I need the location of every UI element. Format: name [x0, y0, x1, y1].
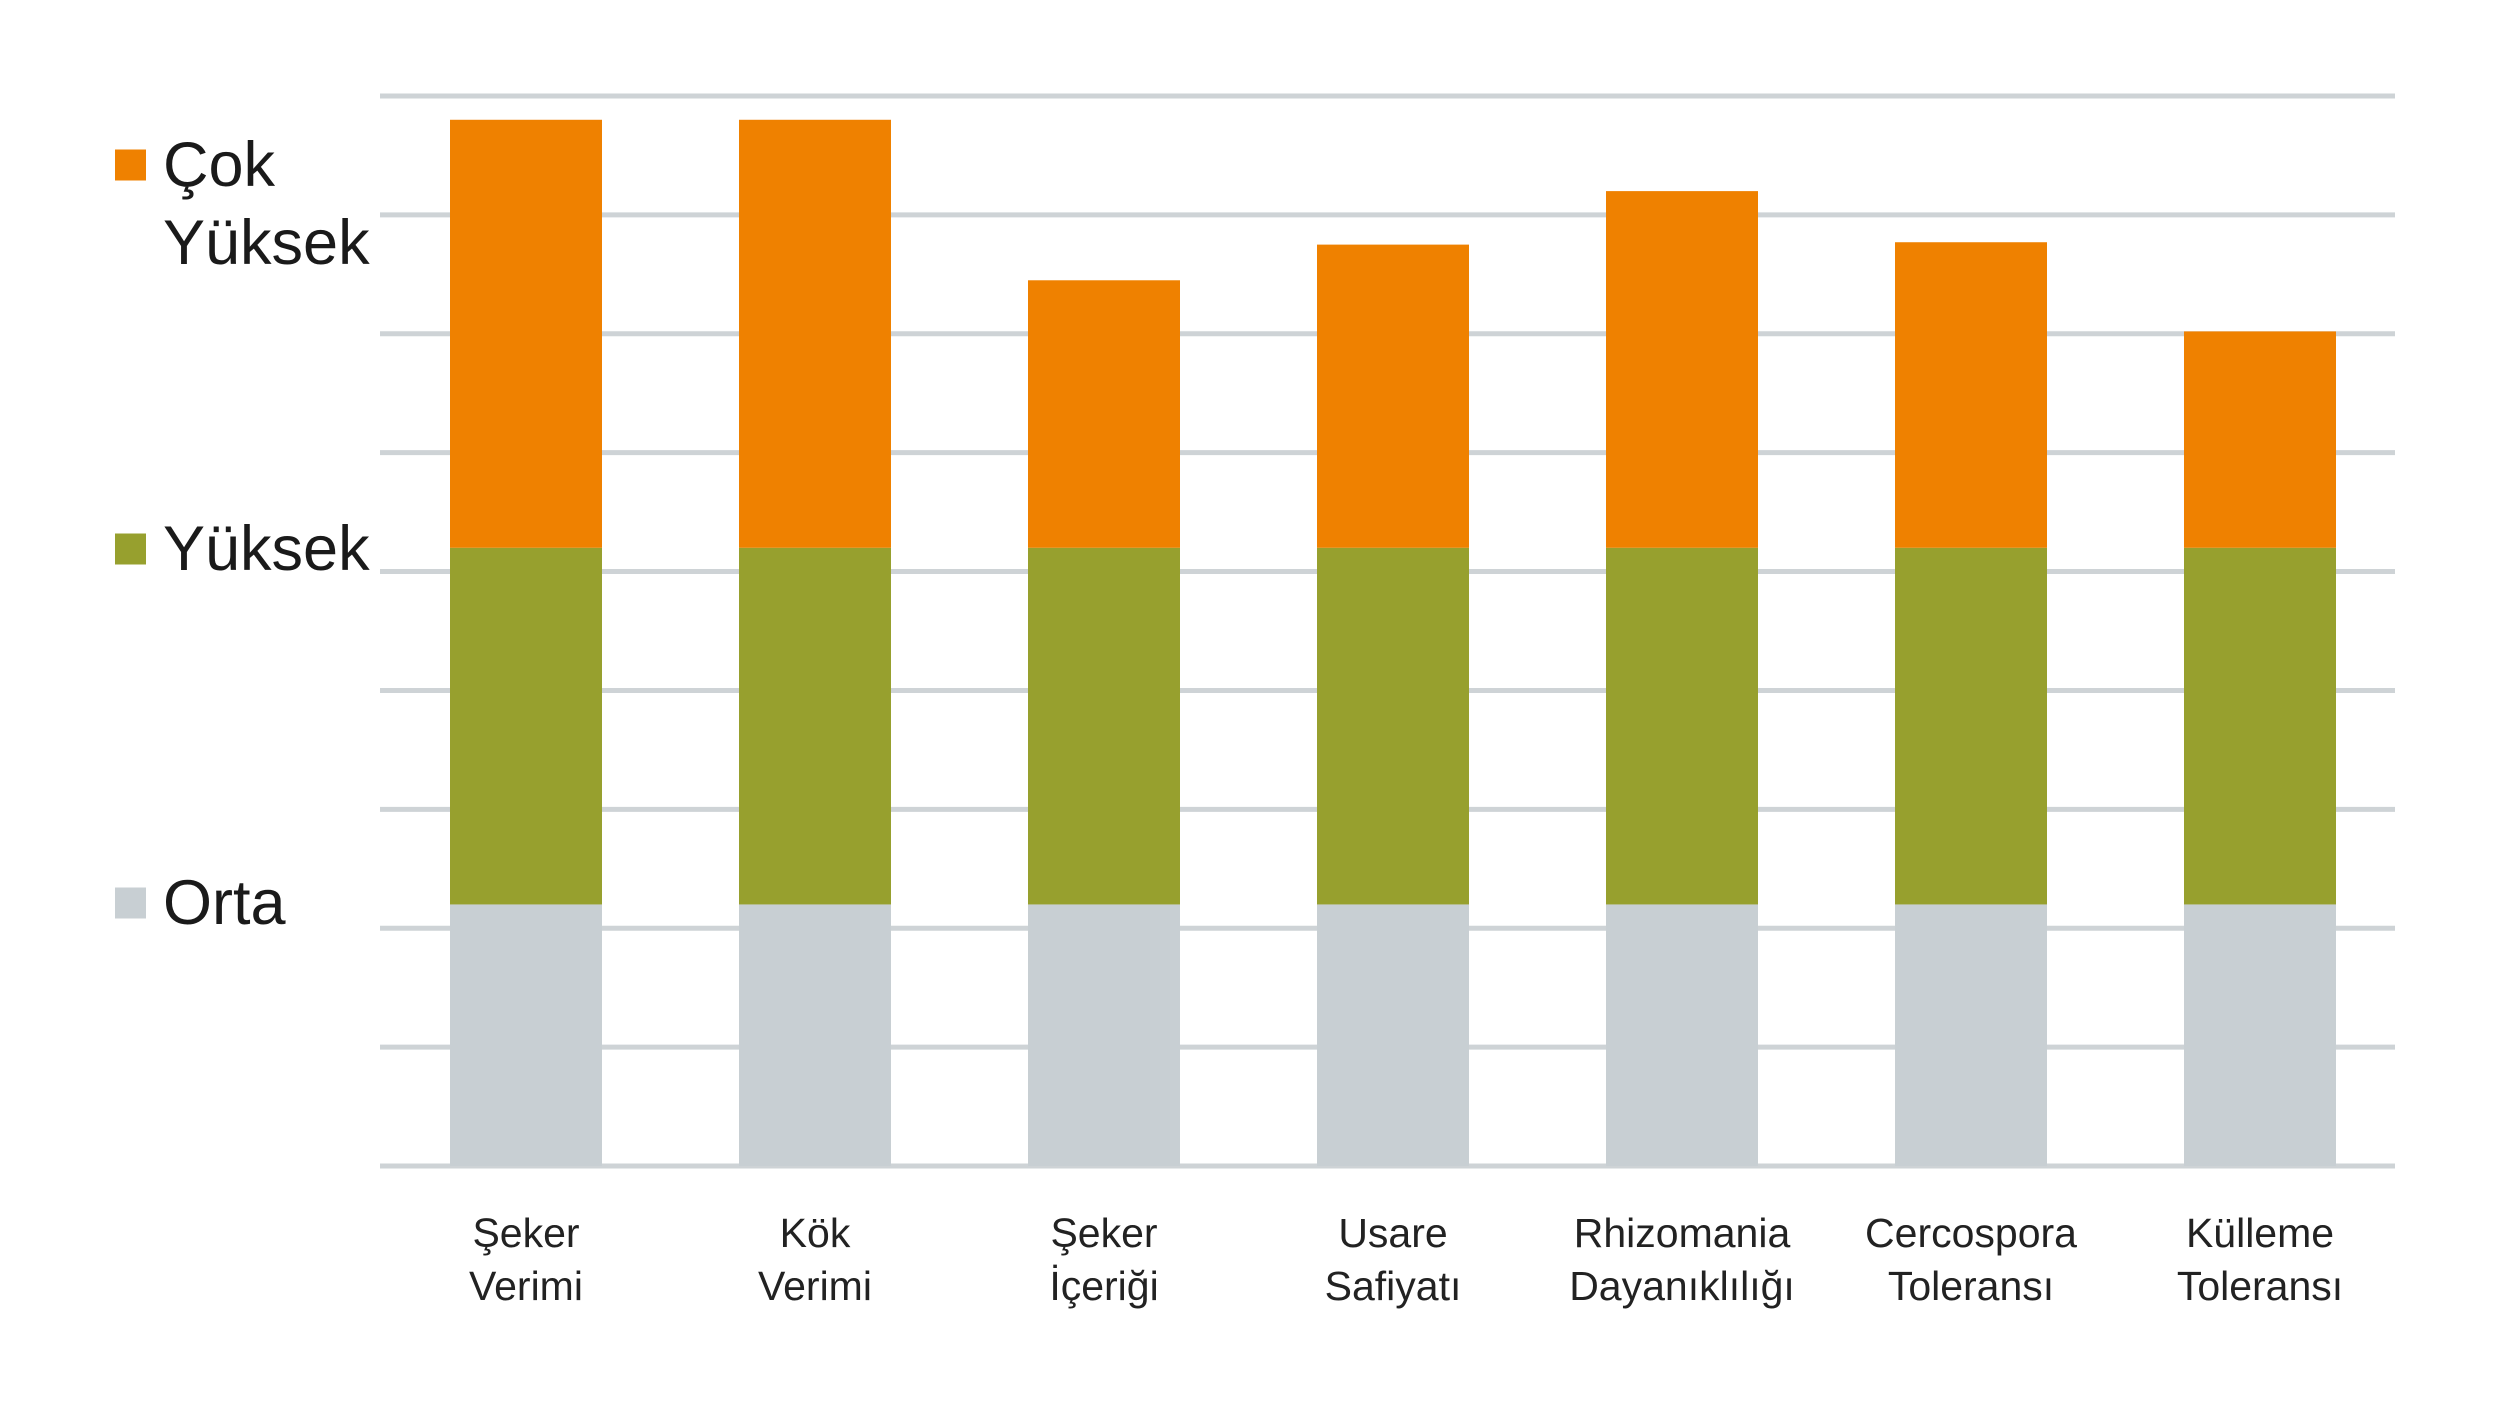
bar-segment-4-orta	[1317, 904, 1469, 1166]
bar-segment-5-orta	[1606, 904, 1758, 1166]
legend-label: Yüksek	[163, 514, 370, 584]
bar-segment-7-orta	[2184, 904, 2336, 1166]
bar-segment-6-orta	[1895, 904, 2047, 1166]
legend-label: Orta	[163, 868, 286, 938]
x-tick-label-4: Usare Safiyatı	[1325, 1210, 1462, 1309]
x-tick-label-3: Şeker İçeriği	[1049, 1210, 1158, 1309]
bar-segment-5-yüksek	[1606, 547, 1758, 905]
bar-segment-3-orta	[1028, 904, 1180, 1166]
x-tick-label-5: Rhizomania Dayanıklılığı	[1569, 1210, 1795, 1309]
legend-item-2: Yüksek	[115, 514, 370, 584]
bar-segment-2-yüksek	[739, 547, 891, 905]
legend-swatch	[115, 149, 146, 181]
legend: Çok Yüksek Yüksek Orta	[115, 130, 370, 938]
legend-item-3: Orta	[115, 868, 286, 938]
bar-segment-6-çok-yüksek	[1895, 242, 2047, 548]
legend-item-1: Çok Yüksek	[115, 130, 370, 278]
x-tick-label-7: Külleme Toleransı	[2177, 1210, 2343, 1309]
bar-segment-5-çok-yüksek	[1606, 191, 1758, 548]
x-tick-label-1: Şeker Verimi	[469, 1210, 583, 1309]
bar-segment-2-çok-yüksek	[739, 119, 891, 548]
bars	[450, 119, 2336, 1166]
legend-swatch	[115, 533, 146, 565]
bar-segment-7-çok-yüksek	[2184, 331, 2336, 548]
bar-segment-7-yüksek	[2184, 547, 2336, 905]
bar-segment-2-orta	[739, 904, 891, 1166]
bar-segment-1-çok-yüksek	[450, 119, 602, 548]
bar-segment-4-çok-yüksek	[1317, 244, 1469, 548]
bar-segment-6-yüksek	[1895, 547, 2047, 905]
legend-swatch	[115, 887, 146, 919]
legend-label: Çok Yüksek	[163, 130, 370, 278]
x-axis-tick-labels: Şeker Verimi Kök Verimi Şeker İçeriği Usare Saf…	[469, 1210, 2343, 1309]
x-tick-label-6: Cercospora Toleransı	[1865, 1210, 2077, 1309]
bar-segment-3-çok-yüksek	[1028, 280, 1180, 548]
bar-segment-4-yüksek	[1317, 547, 1469, 905]
bar-segment-3-yüksek	[1028, 547, 1180, 905]
bar-segment-1-yüksek	[450, 547, 602, 905]
bar-segment-1-orta	[450, 904, 602, 1166]
x-tick-label-2: Kök Verimi	[758, 1210, 872, 1309]
